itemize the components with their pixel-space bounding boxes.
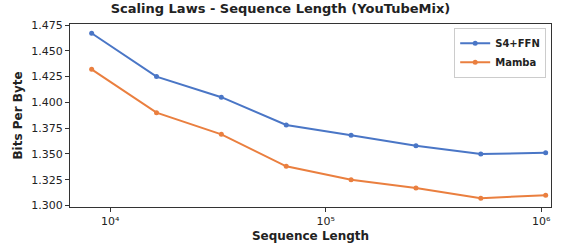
svg-text:Bits Per Byte: Bits Per Byte bbox=[11, 71, 25, 159]
svg-text:Sequence Length: Sequence Length bbox=[252, 229, 369, 243]
svg-text:1.400: 1.400 bbox=[31, 96, 63, 109]
svg-text:Scaling Laws - Sequence Length: Scaling Laws - Sequence Length (YouTubeM… bbox=[111, 1, 451, 16]
svg-text:1.350: 1.350 bbox=[31, 148, 63, 161]
svg-text:1.450: 1.450 bbox=[31, 45, 63, 58]
svg-text:1.300: 1.300 bbox=[31, 199, 63, 212]
svg-text:Mamba: Mamba bbox=[495, 57, 536, 68]
svg-text:10⁵: 10⁵ bbox=[317, 215, 335, 228]
svg-text:1.325: 1.325 bbox=[31, 174, 63, 187]
svg-text:1.425: 1.425 bbox=[31, 70, 63, 83]
svg-text:1.375: 1.375 bbox=[31, 122, 63, 135]
svg-text:10⁴: 10⁴ bbox=[101, 215, 120, 228]
svg-text:1.475: 1.475 bbox=[31, 19, 63, 32]
svg-text:10⁶: 10⁶ bbox=[532, 215, 551, 228]
svg-text:S4+FFN: S4+FFN bbox=[495, 38, 540, 49]
